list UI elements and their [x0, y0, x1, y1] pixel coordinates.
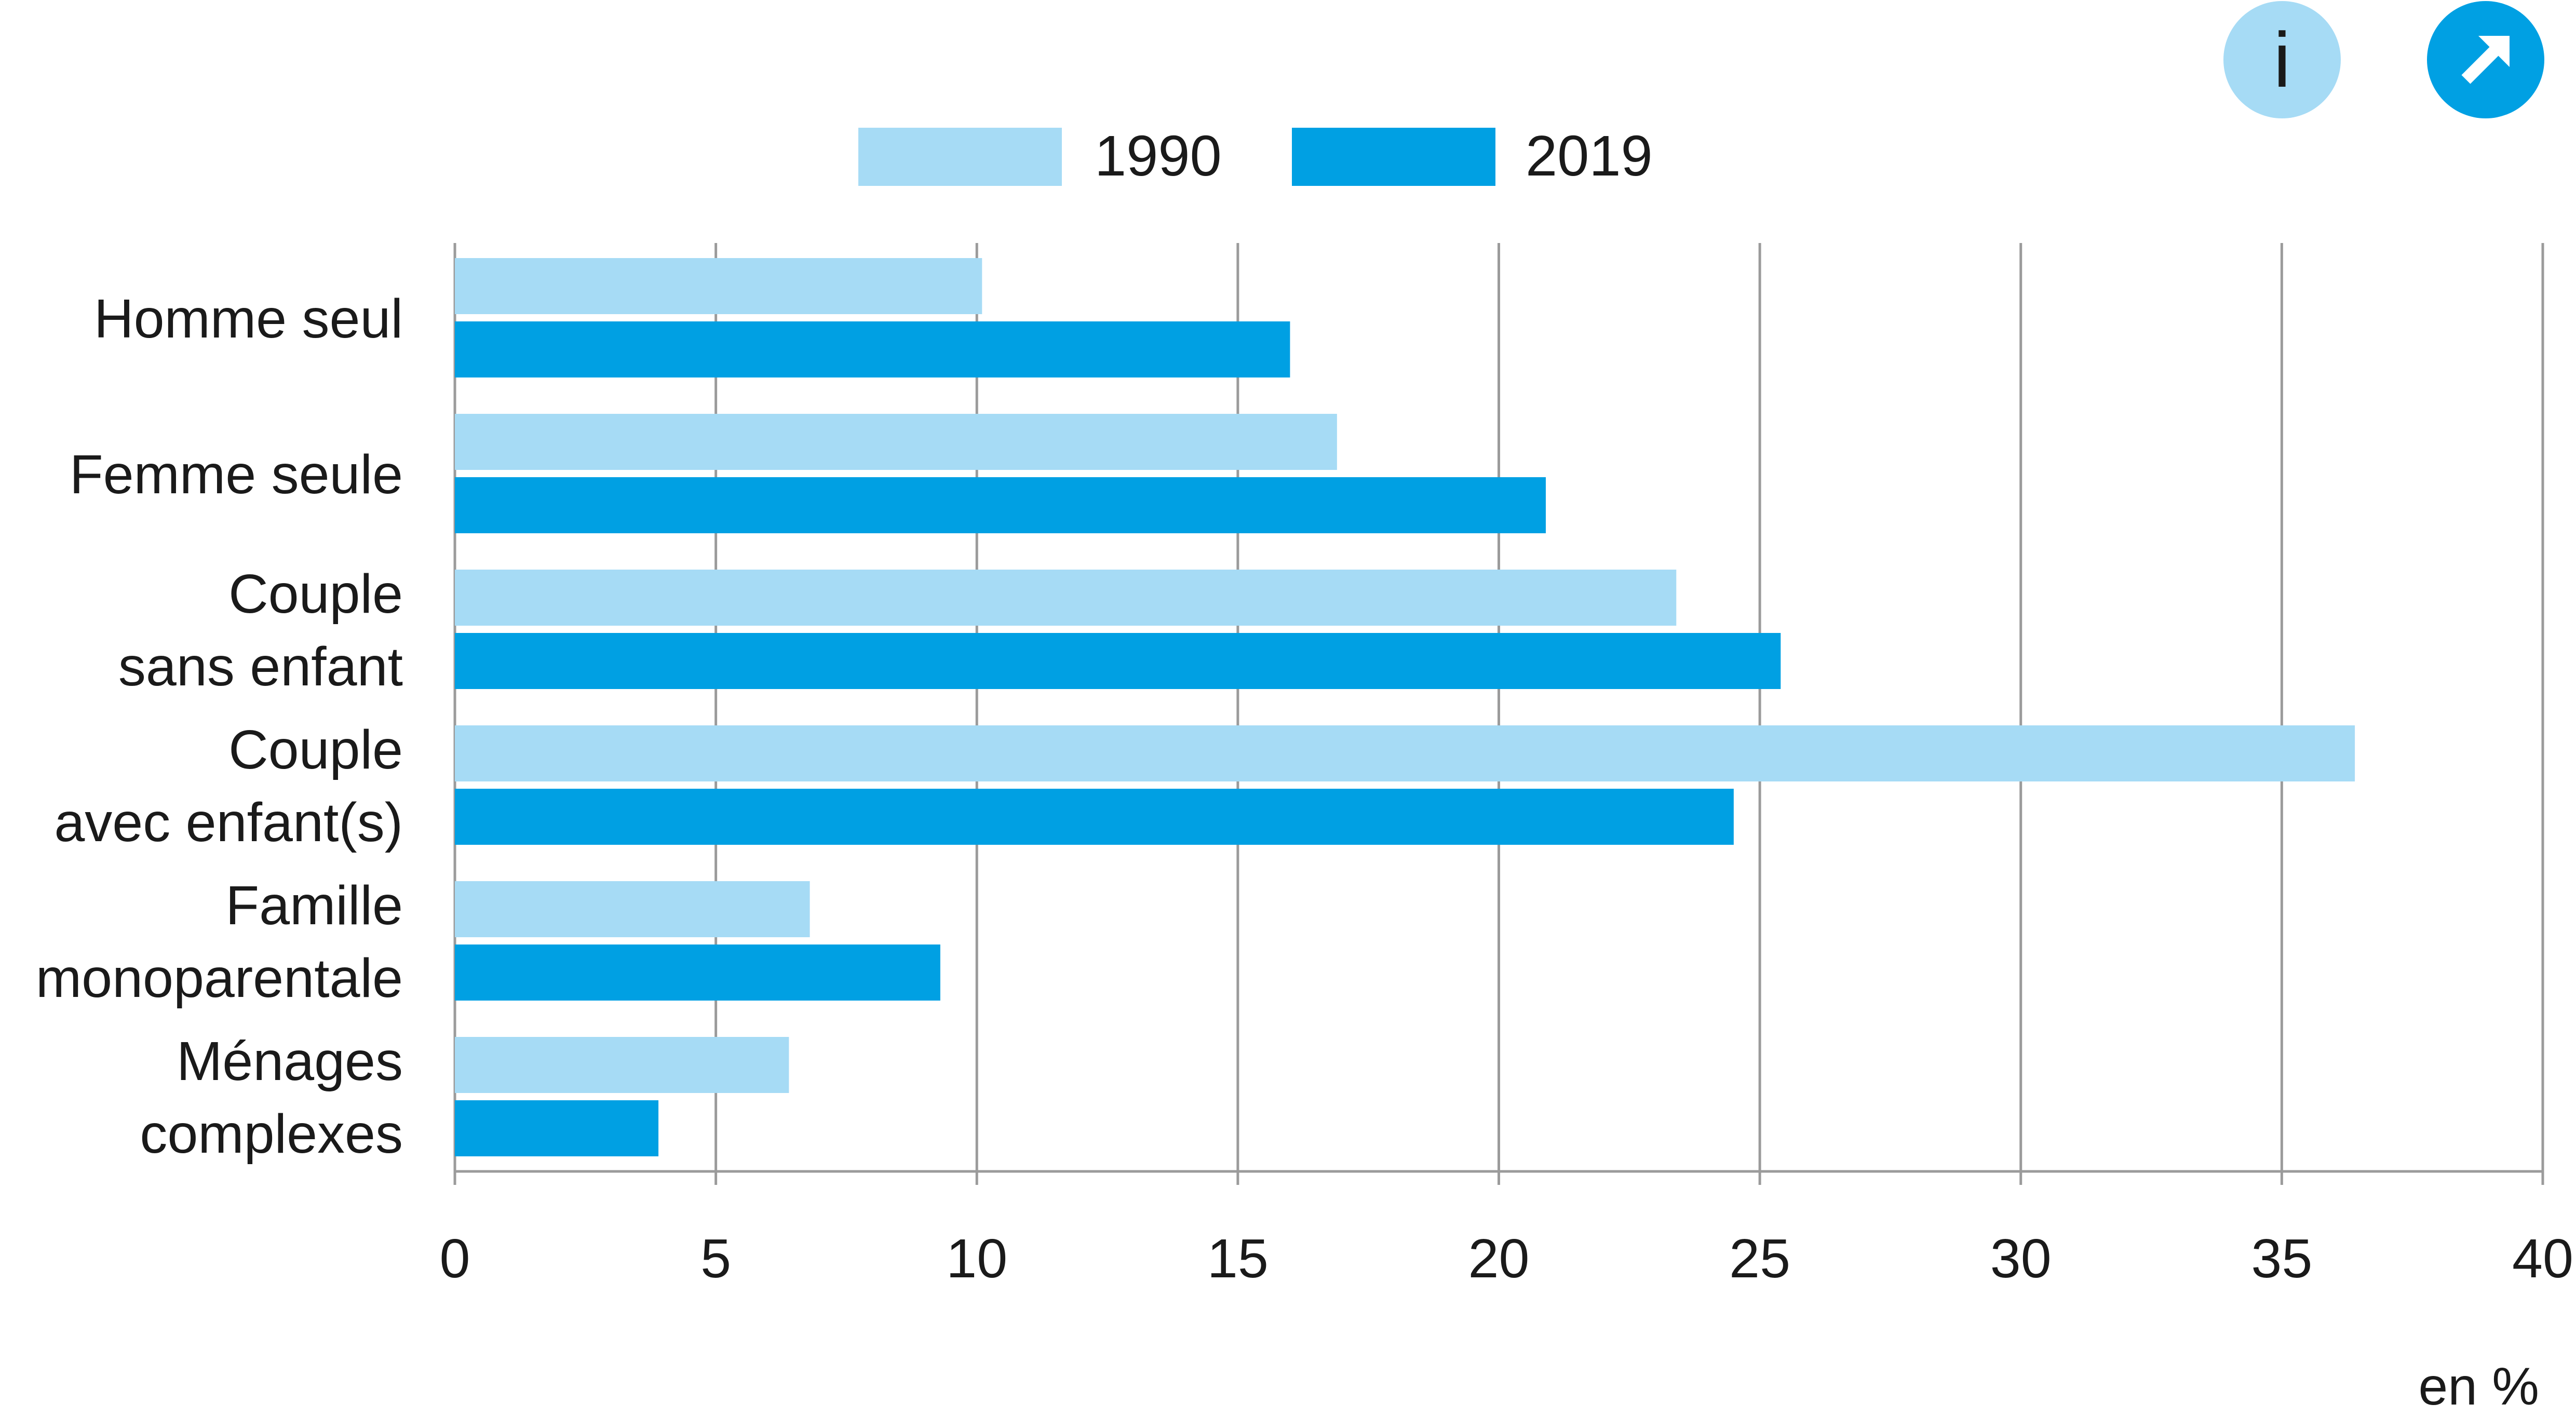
bar-1990-1 — [455, 414, 1337, 470]
category-label: Homme seul — [94, 288, 403, 349]
category-label: Famille — [225, 875, 403, 936]
bar-1990-2 — [455, 570, 1677, 626]
external-link-button[interactable] — [2427, 1, 2544, 118]
bar-1990-5 — [455, 1037, 789, 1093]
x-tick-label: 30 — [1990, 1228, 2052, 1289]
x-tick-label: 20 — [1468, 1228, 1530, 1289]
external-link-arrow-icon — [2461, 36, 2510, 84]
category-label: Ménages — [177, 1031, 403, 1092]
category-label: Couple — [228, 563, 403, 625]
x-tick-label: 25 — [1729, 1228, 1790, 1289]
category-label: Couple — [228, 719, 403, 780]
info-icon: i — [2273, 16, 2291, 103]
legend-label-1990: 1990 — [1095, 124, 1222, 188]
bar-1990-0 — [455, 258, 982, 314]
info-button[interactable]: i — [2223, 1, 2341, 118]
legend-swatch-1990 — [858, 128, 1062, 186]
category-label: avec enfant(s) — [54, 792, 403, 853]
category-label: complexes — [140, 1103, 403, 1165]
legend-label-2019: 2019 — [1526, 124, 1653, 188]
bar-2019-1 — [455, 477, 1546, 533]
x-axis: 0 5 10 15 20 25 30 35 40 — [440, 1170, 2573, 1289]
category-label: Femme seule — [70, 444, 403, 505]
x-tick-label: 40 — [2512, 1228, 2573, 1289]
category-label: monoparentale — [36, 948, 403, 1009]
x-tick-label: 15 — [1207, 1228, 1269, 1289]
bars — [455, 258, 2355, 1156]
legend-swatch-2019 — [1292, 128, 1495, 186]
bar-2019-3 — [455, 789, 1734, 845]
bar-2019-2 — [455, 633, 1781, 689]
bar-1990-3 — [455, 725, 2355, 781]
bar-2019-0 — [455, 321, 1290, 377]
x-tick-label: 10 — [946, 1228, 1007, 1289]
grid — [453, 243, 2544, 1185]
x-tick-label: 0 — [440, 1228, 470, 1289]
category-label: sans enfant — [118, 636, 403, 697]
legend: 1990 2019 — [858, 124, 1653, 188]
x-tick-label: 5 — [700, 1228, 731, 1289]
bar-2019-4 — [455, 944, 940, 1001]
bar-1990-4 — [455, 881, 810, 937]
x-tick-label: 35 — [2251, 1228, 2312, 1289]
x-axis-label: en % — [2419, 1357, 2540, 1416]
bar-2019-5 — [455, 1100, 659, 1156]
category-labels: Homme seul Femme seule Couple sans enfant Co… — [36, 288, 403, 1165]
